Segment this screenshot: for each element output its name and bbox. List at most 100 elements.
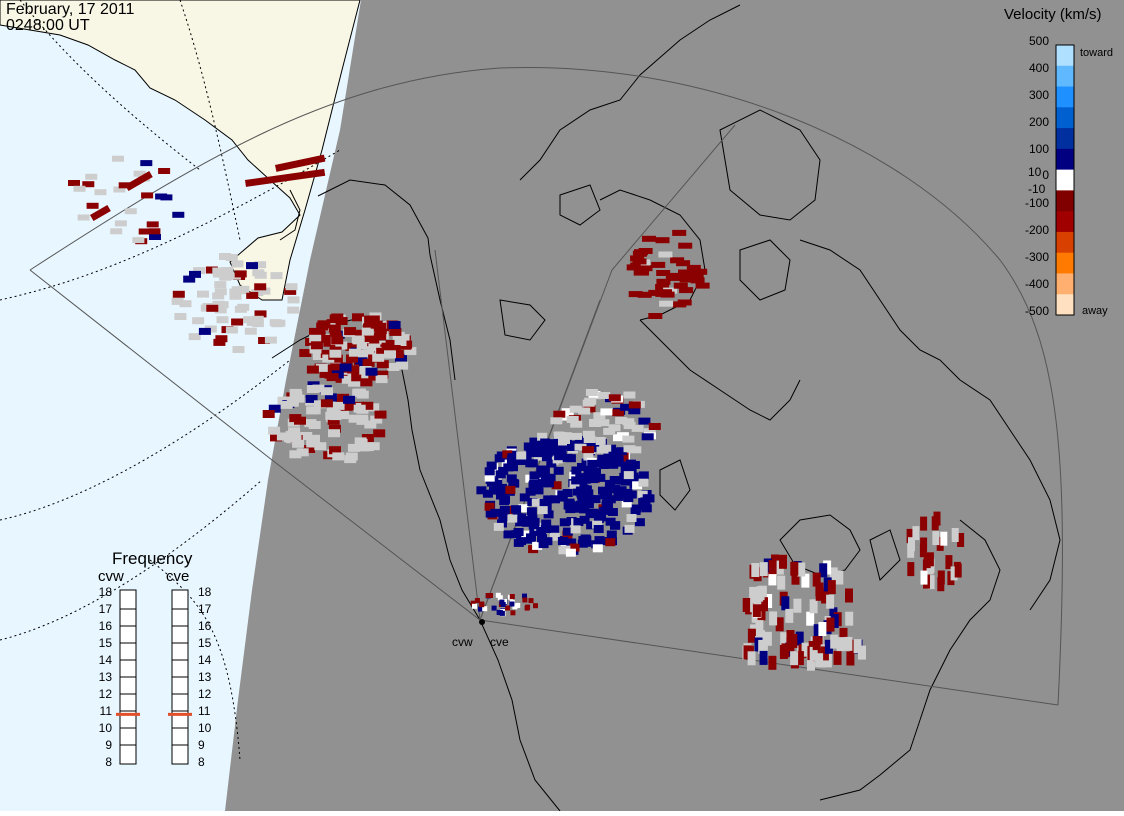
scatter-cell [537, 432, 548, 441]
scatter-cell [329, 412, 342, 421]
scatter-cell [575, 436, 585, 444]
velocity-colorbar-segment [1056, 252, 1074, 274]
scatter-cell [188, 333, 201, 341]
scatter-cell [638, 248, 653, 254]
scatter-cell [515, 602, 521, 608]
scatter-cell [571, 466, 582, 475]
velocity-tick-label: 100 [1029, 142, 1049, 156]
scatter-cell [659, 300, 674, 307]
scatter-cell [327, 416, 340, 425]
scatter-cell [789, 634, 798, 648]
scatter-cell [324, 393, 337, 402]
scatter-cell [296, 448, 309, 457]
scatter-cell [522, 593, 527, 599]
scatter-cell [502, 450, 513, 459]
scatter-cell [758, 639, 767, 654]
scatter-cell [634, 518, 645, 527]
scatter-cell [388, 345, 401, 353]
scatter-cell [316, 322, 329, 331]
scatter-cell [600, 408, 613, 416]
scatter-cell [826, 594, 835, 609]
nightside-shading [225, 0, 1124, 811]
scatter-cell [826, 617, 835, 632]
scatter-cell [565, 454, 576, 463]
scatter-cell [264, 336, 277, 344]
frequency-tick-left: 9 [105, 738, 112, 752]
scatter-cell [280, 400, 293, 409]
scatter-cell [367, 442, 380, 451]
scatter-cell [531, 498, 542, 507]
scatter-cell [780, 632, 789, 647]
scatter-cell [77, 214, 90, 221]
scatter-cell [509, 594, 515, 599]
scatter-cell [339, 363, 352, 372]
scatter-cell [275, 154, 326, 172]
scatter-cell [541, 519, 552, 528]
velocity-tick-label: -300 [1025, 250, 1049, 264]
scatter-cell [553, 431, 566, 439]
scatter-cell [549, 525, 560, 534]
scatter-cell [192, 317, 205, 325]
scatter-cell [351, 373, 364, 382]
scatter-cell [630, 255, 645, 262]
scatter-cell [937, 577, 945, 592]
scatter-cell [543, 510, 554, 519]
scatter-cell [588, 474, 599, 483]
scatter-cell [829, 567, 838, 582]
scatter-cell [586, 521, 597, 530]
scatter-cell [845, 588, 853, 603]
scatter-cell [569, 405, 582, 413]
scatter-cell [752, 603, 761, 617]
scatter-cell [246, 291, 259, 299]
scatter-cell [757, 606, 766, 621]
scatter-cell [363, 334, 376, 342]
scatter-cell [628, 407, 641, 415]
scatter-cell [791, 570, 800, 585]
scatter-cell [237, 285, 250, 293]
scatter-cell [289, 450, 302, 459]
frequency-tick-right: 10 [198, 721, 212, 735]
scatter-cell [314, 442, 327, 451]
scatter-cell [759, 650, 768, 665]
scatter-cell [352, 388, 365, 397]
scatter-cell [559, 432, 572, 440]
scatter-cell [648, 313, 663, 319]
scatter-cell [538, 440, 549, 449]
scatter-cell [85, 173, 98, 180]
scatter-cell [749, 586, 758, 601]
scatter-cell [569, 480, 580, 489]
scatter-cell [319, 334, 332, 343]
scatter-cell [326, 373, 339, 382]
scatter-cell [328, 324, 341, 333]
scatter-cell [287, 296, 300, 304]
scatter-cell [835, 570, 844, 585]
scatter-cell [308, 406, 321, 415]
velocity-tick-label: -10 [1028, 182, 1046, 196]
scatter-cell [289, 434, 302, 443]
scatter-cell [332, 452, 345, 461]
scatter-cell [146, 221, 159, 228]
scatter-cell [357, 443, 370, 452]
scatter-cell [616, 486, 627, 495]
scatter-cell [906, 528, 914, 543]
scatter-cell [539, 498, 550, 507]
scatter-cell [589, 509, 600, 518]
scatter-cell [760, 597, 768, 612]
scatter-cell [388, 321, 401, 329]
scatter-cell [622, 488, 633, 497]
scatter-cell [623, 494, 634, 503]
scatter-cell [294, 416, 306, 425]
scatter-cell [527, 459, 538, 468]
scatter-cell [512, 604, 518, 610]
scatter-cell [582, 430, 595, 438]
scatter-cell [347, 443, 360, 452]
scatter-cell [523, 516, 534, 525]
scatter-cell [332, 401, 345, 410]
scatter-cell [370, 415, 383, 424]
scatter-cell [604, 479, 615, 488]
scatter-cell [287, 418, 300, 427]
scatter-cell [907, 562, 915, 577]
scatter-cell [695, 282, 710, 289]
scatter-cell [244, 168, 326, 187]
scatter-cell [557, 441, 568, 450]
